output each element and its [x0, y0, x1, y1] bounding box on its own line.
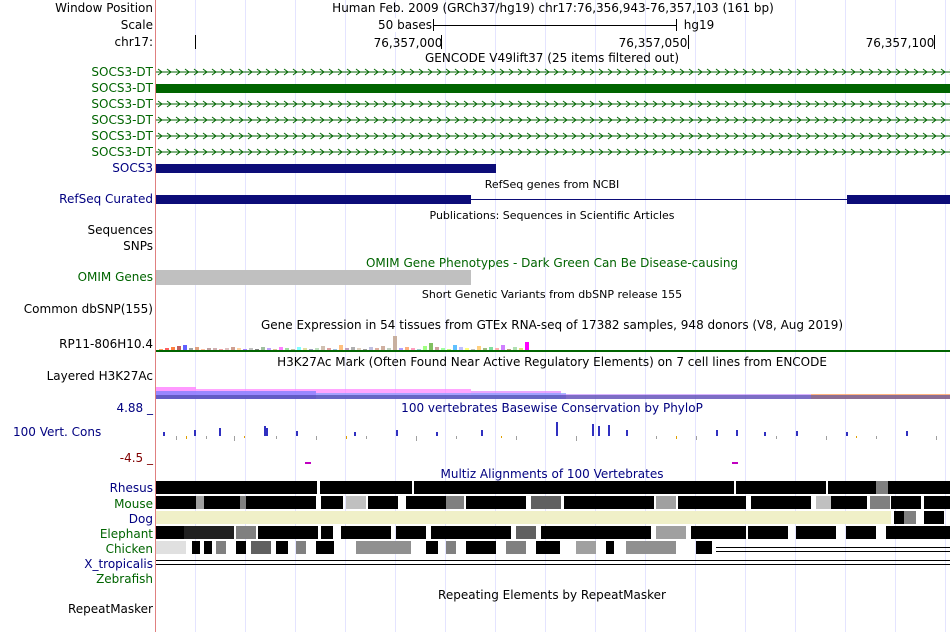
refseq-exon[interactable]	[156, 195, 471, 204]
grid-line	[745, 0, 746, 632]
grid-line	[295, 0, 296, 632]
grid-line	[245, 0, 246, 632]
grid-line	[945, 0, 946, 632]
publications-track-title: Publications: Sequences in Scientific Ar…	[429, 209, 675, 222]
position-tick	[195, 35, 196, 49]
position-tick	[688, 35, 689, 49]
position-label: 76,357,000	[373, 36, 443, 50]
window-position-label: Window Position	[55, 1, 153, 15]
grid-line	[845, 0, 846, 632]
omim-gene-block[interactable]	[156, 270, 471, 285]
alignment-row-dog[interactable]	[156, 511, 950, 524]
refseq-intron[interactable]	[471, 199, 847, 200]
position-label: 76,357,050	[618, 36, 688, 50]
position-label: 76,357,100	[865, 36, 935, 50]
dbsnp-track-label[interactable]: Common dbSNP(155)	[23, 302, 153, 316]
species-label-dog[interactable]: Dog	[128, 512, 153, 526]
grid-line	[395, 0, 396, 632]
multiz-track-title: Multiz Alignments of 100 Vertebrates	[440, 467, 664, 481]
gencode-transcript[interactable]	[156, 98, 950, 110]
species-label-x-tropicalis[interactable]: X_tropicalis	[84, 557, 153, 571]
alignment-row-chicken[interactable]	[156, 541, 950, 554]
scale-label: Scale	[120, 18, 153, 32]
grid-line	[345, 0, 346, 632]
gtex-expression-bars[interactable]	[156, 332, 950, 352]
track-area[interactable]	[155, 0, 950, 632]
grid-line	[695, 0, 696, 632]
cons-min-value: -4.5 _	[119, 451, 153, 465]
refseq-exon[interactable]	[847, 195, 950, 204]
scale-value: 50 bases	[378, 18, 432, 32]
label-divider	[155, 0, 156, 632]
alignment-row-elephant[interactable]	[156, 526, 950, 539]
sequences-track-label[interactable]: Sequences	[87, 223, 153, 237]
cons-track-label[interactable]: 100 Vert. Cons	[13, 425, 102, 439]
grid-line	[445, 0, 446, 632]
gencode-item-label[interactable]: SOCS3-DT	[91, 145, 153, 159]
phylop-track-title: 100 vertebrates Basewise Conservation by…	[401, 401, 703, 415]
gtex-track-title: Gene Expression in 54 tissues from GTEx …	[260, 318, 844, 332]
omim-track-title: OMIM Gene Phenotypes - Dark Green Can Be…	[365, 256, 739, 270]
gencode-item-label[interactable]: SOCS3-DT	[91, 81, 153, 95]
gencode-transcript[interactable]	[156, 66, 950, 78]
species-label-zebrafish[interactable]: Zebrafish	[96, 572, 153, 586]
refseq-track-title: RefSeq genes from NCBI	[484, 178, 620, 191]
alignment-row-rhesus[interactable]	[156, 481, 950, 494]
h3k27ac-signal[interactable]	[156, 383, 950, 399]
gencode-transcript[interactable]	[156, 146, 950, 158]
species-label-chicken[interactable]: Chicken	[105, 542, 153, 556]
species-label-elephant[interactable]: Elephant	[99, 527, 153, 541]
gencode-item-label[interactable]: SOCS3-DT	[91, 113, 153, 127]
gtex-gene-label[interactable]: RP11-806H10.4	[59, 337, 153, 351]
gencode-item-label[interactable]: SOCS3-DT	[91, 97, 153, 111]
gencode-item-label[interactable]: SOCS3-DT	[91, 65, 153, 79]
gencode-track-title: GENCODE V49lift37 (25 items filtered out…	[424, 51, 680, 65]
socs3-exon[interactable]	[156, 164, 496, 173]
species-label-mouse[interactable]: Mouse	[114, 497, 153, 511]
grid-line	[495, 0, 496, 632]
scale-bar-line	[433, 25, 677, 26]
omim-track-label[interactable]: OMIM Genes	[77, 270, 153, 284]
grid-line	[645, 0, 646, 632]
snps-track-label[interactable]: SNPs	[123, 239, 153, 253]
repeatmasker-track-title: Repeating Elements by RepeatMasker	[438, 588, 666, 602]
alignment-row-x-tropicalis[interactable]	[156, 557, 950, 570]
gencode-item-label[interactable]: SOCS3	[112, 161, 153, 175]
phylop-conservation-plot[interactable]	[156, 418, 950, 468]
grid-line	[795, 0, 796, 632]
gencode-item-label[interactable]: SOCS3-DT	[91, 129, 153, 143]
assembly-name: hg19	[683, 18, 715, 32]
grid-line	[545, 0, 546, 632]
repeatmasker-track-label[interactable]: RepeatMasker	[67, 602, 153, 616]
gencode-exon[interactable]	[156, 84, 950, 93]
window-position-value: Human Feb. 2009 (GRCh37/hg19) chr17:76,3…	[332, 1, 774, 15]
cons-max-value: 4.88 _	[116, 401, 153, 415]
position-tick	[441, 35, 442, 49]
gencode-transcript[interactable]	[156, 114, 950, 126]
gencode-transcript[interactable]	[156, 130, 950, 142]
position-tick	[934, 35, 935, 49]
scale-bar-right-tick	[676, 19, 677, 31]
species-label-rhesus[interactable]: Rhesus	[109, 481, 153, 495]
chrom-label: chr17:	[114, 35, 153, 49]
h3k27ac-track-label[interactable]: Layered H3K27Ac	[46, 369, 153, 383]
grid-line	[595, 0, 596, 632]
h3k27ac-track-title: H3K27Ac Mark (Often Found Near Active Re…	[277, 355, 827, 369]
grid-line	[895, 0, 896, 632]
refseq-track-label[interactable]: RefSeq Curated	[59, 192, 153, 206]
grid-line	[195, 0, 196, 632]
alignment-row-mouse[interactable]	[156, 496, 950, 509]
dbsnp-track-title: Short Genetic Variants from dbSNP releas…	[421, 288, 683, 301]
